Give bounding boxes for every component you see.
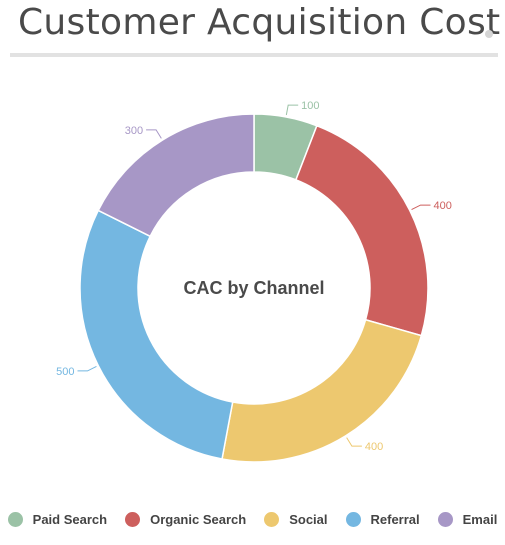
legend-item[interactable]: Organic Search <box>125 512 246 527</box>
data-label: 400 <box>434 200 452 212</box>
legend-label: Organic Search <box>150 512 247 527</box>
legend-swatch <box>125 512 141 527</box>
chart-data-labels: 100 400 400 500 300 <box>56 100 452 453</box>
legend-swatch <box>264 512 280 527</box>
chart-center-title: CAC by Channel <box>183 278 324 298</box>
legend-swatch <box>437 512 453 527</box>
slice-organic-search[interactable] <box>294 124 429 337</box>
label-leader-line <box>411 204 431 210</box>
chart-slices <box>79 113 429 463</box>
label-leader-line <box>77 366 97 372</box>
legend-item[interactable]: Referral <box>345 512 420 527</box>
legend-label: Paid Search <box>32 512 108 527</box>
data-label: 100 <box>301 100 319 112</box>
slice-email[interactable] <box>97 113 255 238</box>
legend-label: Social <box>289 512 328 527</box>
label-leader-line <box>146 129 162 139</box>
legend-label: Referral <box>370 512 420 527</box>
data-label: 400 <box>365 441 383 453</box>
title-dot-decoration <box>485 30 493 38</box>
legend-label: Email <box>462 512 498 527</box>
legend-item[interactable]: Email <box>437 512 498 527</box>
data-label: 300 <box>125 125 143 137</box>
slice-social[interactable] <box>221 318 423 463</box>
chart-legend: Paid Search Organic Search Social Referral E… <box>0 512 505 527</box>
label-leader-line <box>346 437 362 447</box>
title-underline <box>10 53 498 57</box>
legend-item[interactable]: Social <box>264 512 328 527</box>
data-label: 500 <box>56 366 74 378</box>
slice-referral[interactable] <box>79 209 234 460</box>
legend-swatch <box>345 512 361 527</box>
label-leader-line <box>285 104 299 116</box>
page-title: Customer Acquisition Cost <box>18 2 501 43</box>
legend-swatch <box>7 512 23 527</box>
legend-item[interactable]: Paid Search <box>7 512 108 527</box>
